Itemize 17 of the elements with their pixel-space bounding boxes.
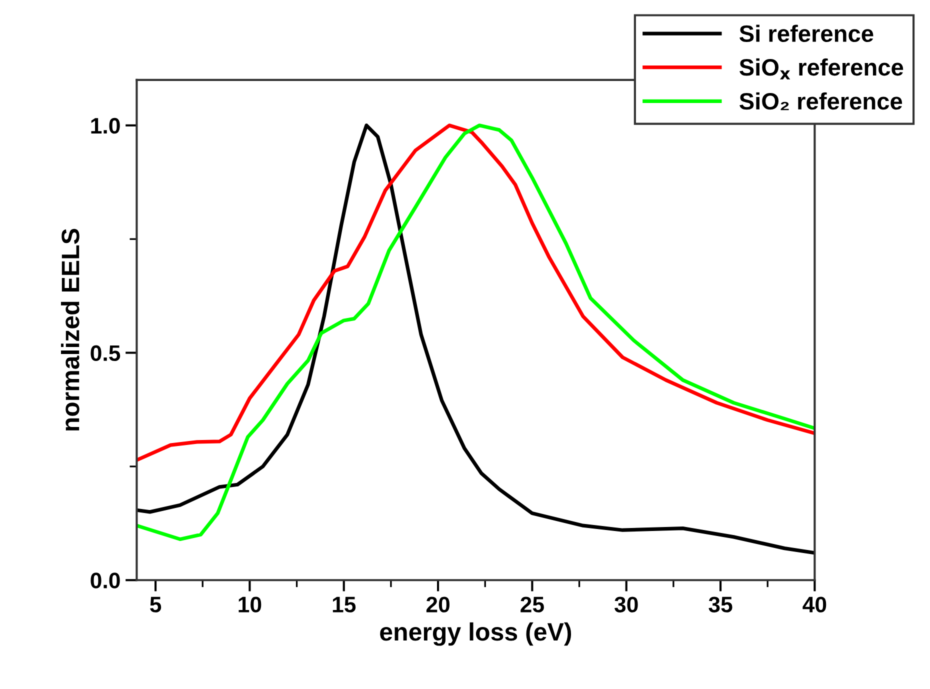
x-tick-label: 40 — [802, 596, 826, 612]
legend-label: Si reference — [740, 24, 874, 42]
legend-label: SiO$_{x}$ reference — [740, 58, 904, 80]
y-tick-label: 0.5 — [90, 345, 120, 362]
x-tick-label: 35 — [708, 596, 732, 612]
y-tick-label: 1.0 — [91, 118, 120, 134]
legend-label: SiO₂ reference — [740, 92, 902, 110]
y-tick-label: 0.0 — [90, 572, 120, 588]
x-tick-label: 20 — [426, 596, 450, 612]
x-tick-label: 5 — [150, 596, 162, 612]
x-tick-label: 25 — [520, 596, 544, 612]
x-tick-label: 15 — [332, 596, 356, 612]
y-axis-title: normalized EELS — [60, 228, 80, 430]
x-tick-label: 30 — [614, 596, 638, 612]
x-tick-label: 10 — [238, 596, 262, 612]
line-series — [136, 124, 815, 462]
x-axis-title: energy loss (eV) — [380, 622, 572, 646]
